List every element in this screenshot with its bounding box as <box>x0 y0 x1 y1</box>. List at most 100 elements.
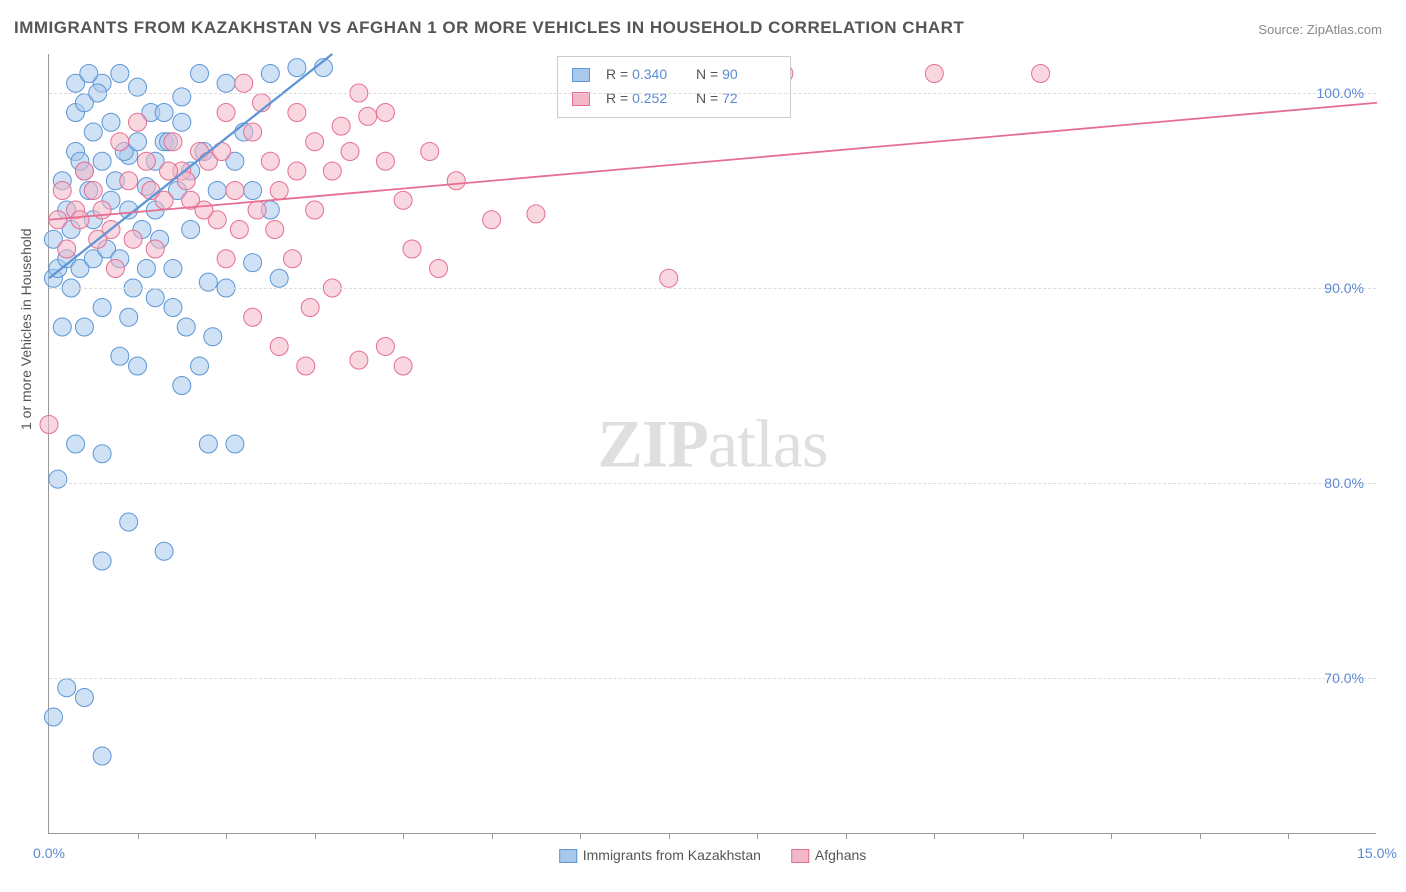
x-tick-mark <box>403 833 404 839</box>
x-tick-mark <box>934 833 935 839</box>
y-tick-label: 70.0% <box>1324 670 1364 686</box>
y-tick-label: 100.0% <box>1317 85 1364 101</box>
data-point <box>173 88 191 106</box>
data-point <box>394 191 412 209</box>
data-point <box>53 318 71 336</box>
n-label: N = <box>696 66 722 82</box>
data-point <box>297 357 315 375</box>
data-point <box>261 65 279 83</box>
x-tick-mark <box>669 833 670 839</box>
data-point <box>244 123 262 141</box>
data-point <box>283 250 301 268</box>
data-point <box>84 123 102 141</box>
data-point <box>93 299 111 317</box>
data-point <box>288 104 306 122</box>
data-point <box>53 182 71 200</box>
data-point <box>75 689 93 707</box>
data-point <box>244 254 262 272</box>
x-tick-mark <box>1023 833 1024 839</box>
data-point <box>164 299 182 317</box>
data-point <box>217 250 235 268</box>
data-point <box>182 221 200 239</box>
x-tick-mark <box>846 833 847 839</box>
r-value: 0.340 <box>632 66 667 82</box>
data-point <box>208 182 226 200</box>
data-point <box>84 182 102 200</box>
data-point <box>58 240 76 258</box>
x-tick-label: 0.0% <box>33 845 65 861</box>
source-label: Source: <box>1258 22 1303 37</box>
data-point <box>129 133 147 151</box>
data-point <box>164 133 182 151</box>
data-point <box>341 143 359 161</box>
data-point <box>394 357 412 375</box>
x-tick-mark <box>138 833 139 839</box>
gridline <box>49 483 1376 484</box>
chart-plot-area: ZIPatlas R = 0.340N = 90R = 0.252N = 72 … <box>48 54 1376 834</box>
data-point <box>111 347 129 365</box>
gridline <box>49 678 1376 679</box>
data-point <box>217 74 235 92</box>
data-point <box>323 162 341 180</box>
data-point <box>332 117 350 135</box>
x-tick-mark <box>226 833 227 839</box>
legend-swatch <box>572 68 590 82</box>
legend-item: Afghans <box>791 847 866 863</box>
data-point <box>270 338 288 356</box>
data-point <box>93 552 111 570</box>
data-point <box>124 230 142 248</box>
data-point <box>403 240 421 258</box>
data-point <box>244 182 262 200</box>
legend-swatch <box>559 849 577 863</box>
data-point <box>266 221 284 239</box>
y-axis-label: 1 or more Vehicles in Household <box>18 228 34 430</box>
data-point <box>129 357 147 375</box>
data-point <box>925 65 943 83</box>
x-tick-mark <box>757 833 758 839</box>
data-point <box>527 205 545 223</box>
data-point <box>173 113 191 131</box>
data-point <box>204 328 222 346</box>
r-label: R = <box>606 66 632 82</box>
gridline <box>49 93 1376 94</box>
chart-title: IMMIGRANTS FROM KAZAKHSTAN VS AFGHAN 1 O… <box>14 18 964 38</box>
data-point <box>93 747 111 765</box>
data-point <box>248 201 266 219</box>
data-point <box>177 318 195 336</box>
data-point <box>288 59 306 77</box>
data-point <box>111 65 129 83</box>
data-point <box>173 377 191 395</box>
data-point <box>226 182 244 200</box>
data-point <box>306 201 324 219</box>
data-point <box>129 113 147 131</box>
data-point <box>44 708 62 726</box>
data-point <box>288 162 306 180</box>
y-tick-label: 80.0% <box>1324 475 1364 491</box>
x-tick-mark <box>492 833 493 839</box>
data-point <box>111 133 129 151</box>
source-link[interactable]: ZipAtlas.com <box>1307 22 1382 37</box>
data-point <box>306 133 324 151</box>
data-point <box>146 240 164 258</box>
legend-item: Immigrants from Kazakhstan <box>559 847 761 863</box>
data-point <box>235 74 253 92</box>
data-point <box>120 172 138 190</box>
data-point <box>106 260 124 278</box>
data-point <box>191 65 209 83</box>
source-attribution: Source: ZipAtlas.com <box>1258 22 1382 37</box>
data-point <box>261 152 279 170</box>
data-point <box>195 201 213 219</box>
gridline <box>49 288 1376 289</box>
data-point <box>93 152 111 170</box>
data-point <box>120 513 138 531</box>
data-point <box>67 435 85 453</box>
scatter-svg <box>49 54 1376 833</box>
data-point <box>660 269 678 287</box>
data-point <box>376 104 394 122</box>
data-point <box>430 260 448 278</box>
data-point <box>155 542 173 560</box>
data-point <box>164 260 182 278</box>
data-point <box>137 260 155 278</box>
data-point <box>421 143 439 161</box>
y-tick-label: 90.0% <box>1324 280 1364 296</box>
